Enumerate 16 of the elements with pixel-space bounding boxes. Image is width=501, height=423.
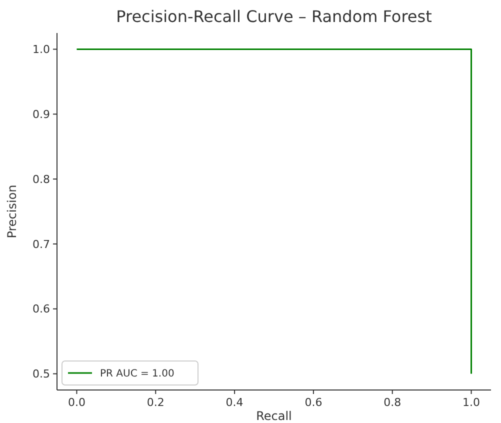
chart-title: Precision-Recall Curve – Random Forest xyxy=(116,7,432,26)
x-axis-title: Recall xyxy=(256,409,292,423)
y-tick-label: 0.5 xyxy=(32,368,50,381)
y-tick-label: 1.0 xyxy=(32,43,50,56)
x-tick-label: 1.0 xyxy=(462,396,480,409)
y-tick-label: 0.9 xyxy=(32,108,50,121)
legend-label: PR AUC = 1.00 xyxy=(100,368,174,380)
x-tick-label: 0.8 xyxy=(384,396,402,409)
x-tick-label: 0.6 xyxy=(304,396,322,409)
y-tick-label: 0.6 xyxy=(32,302,50,316)
x-tick-label: 0.4 xyxy=(226,396,244,409)
x-tick-label: 0.2 xyxy=(146,396,164,409)
y-tick-label: 0.7 xyxy=(32,238,50,251)
y-tick-label: 0.8 xyxy=(32,172,50,186)
y-axis-title: Precision xyxy=(5,184,19,238)
x-tick-label: 0.0 xyxy=(68,396,86,409)
